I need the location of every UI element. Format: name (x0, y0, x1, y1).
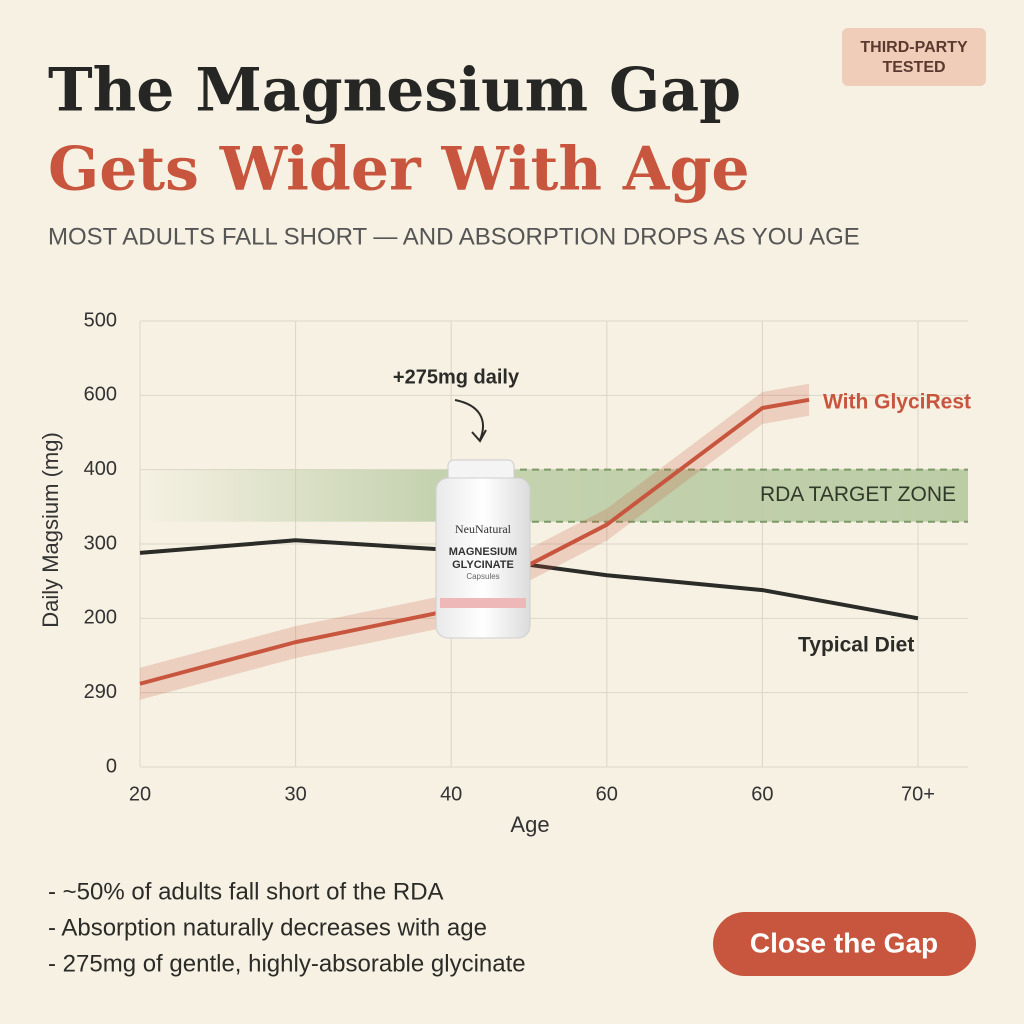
rda-zone (140, 469, 968, 522)
x-tick-label: 20 (129, 783, 151, 805)
cta-button[interactable]: Close the Gap (713, 912, 976, 976)
y-tick-label: 200 (84, 607, 117, 629)
series-label: Typical Diet (798, 634, 914, 657)
title: The Magnesium Gap (48, 56, 741, 126)
x-tick-label: 60 (596, 783, 618, 805)
bottle-product: GLYCINATE (452, 559, 514, 571)
x-axis-label: Age (510, 812, 549, 837)
button-bg[interactable] (713, 912, 976, 976)
bottle-form: Capsules (466, 572, 499, 581)
y-tick-label: 400 (84, 458, 117, 480)
title-accent: Gets Wider With Age (48, 135, 750, 205)
badge-box: THIRD-PARTY TESTED (860, 39, 968, 76)
x-tick-label: 60 (751, 783, 773, 805)
badge (842, 28, 986, 86)
y-tick-label: 300 (84, 532, 117, 554)
annotation: +275mg daily (393, 366, 520, 388)
badge-text: THIRD-PARTY TESTED (860, 39, 968, 76)
y-tick-label: 500 (84, 309, 117, 331)
bullet: - ~50% of adults fall short of the RDA (48, 878, 444, 905)
x-tick-label: 40 (440, 783, 462, 805)
y-tick-label: 290 (84, 681, 117, 703)
bottle-brand: NeuNatural (455, 522, 512, 536)
y-tick-label: 0 (106, 755, 117, 777)
x-tick-label: 70+ (901, 783, 935, 805)
line-halo (140, 383, 810, 700)
bullet: - Absorption naturally decreases with ag… (48, 914, 487, 941)
y-axis-label: Daily Magsium (mg) (38, 432, 63, 628)
rda-zone-label: RDA TARGET ZONE (760, 483, 956, 506)
bullet: - 275mg of gentle, highly-absorable glyc… (48, 950, 526, 977)
y-tick-label: 600 (84, 384, 117, 406)
series-label: With GlyciRest (823, 391, 971, 414)
subtitle: MOST ADULTS FALL SHORT — AND ABSORPTION … (48, 223, 860, 250)
bottle-product: MAGNESIUM (449, 546, 517, 558)
annotation-arrow (454, 399, 487, 443)
bottle: NeuNatural MAGNESIUM GLYCINATE Capsules (435, 459, 531, 639)
button-label[interactable]: Close the Gap (750, 927, 938, 958)
x-tick-label: 30 (284, 783, 306, 805)
